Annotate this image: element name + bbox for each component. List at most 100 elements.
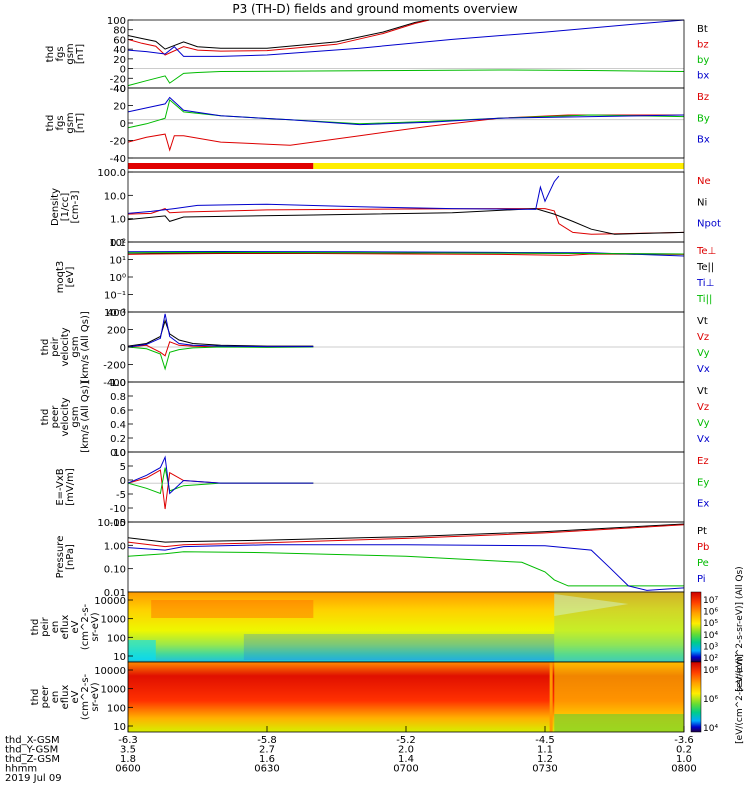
legend-label: Vt [697,386,708,397]
panel-peer-velocity [127,381,685,453]
series-line-bz [127,19,430,56]
x-tick-label: 0.2 [676,745,692,756]
y-tick-label: 40 [113,45,126,56]
y-tick-label: 10⁻² [104,308,126,319]
y-tick-label: 10⁰ [109,273,126,284]
legend-label: Bt [697,24,708,35]
series-line-Ez [127,469,314,510]
panel-fgs-gsm [127,19,685,89]
y-tick-label: 0 [120,476,126,487]
y-axis-label: thd [30,619,41,636]
legend-label: Pb [697,542,709,553]
legend-label: Vt [697,316,708,327]
panel-frame [127,19,685,89]
y-tick-label: 100 [107,633,126,644]
ion-flux-band [151,600,314,618]
legend-label: Vx [697,364,710,375]
y-tick-label: 20 [113,102,126,113]
legend-label: Vz [697,332,709,343]
x-tick-label: 1.1 [537,745,553,756]
y-axis-label: thd [40,409,51,426]
y-axis-label: [cm-3] [70,190,81,223]
legend-label: Npot [697,219,721,230]
y-axis-label: sr-eV) [90,682,101,711]
x-row-name: thd_X-GSM [5,735,60,746]
y-axis-label: eV [70,690,81,703]
x-row-name: hhmm [5,764,37,775]
panel-density [127,171,685,243]
x-tick-label: 0700 [393,764,418,775]
y-axis-label: thd [45,46,56,63]
legend-label: Bz [697,92,709,103]
panel-frame [127,87,685,159]
series-line-Bz [127,114,684,152]
y-tick-label: 10.00 [97,518,126,529]
mode-segment [313,163,684,169]
y-axis-label: gsm [65,112,76,133]
y-tick-label: 200 [107,326,126,337]
y-tick-label: -20 [110,74,126,85]
y-axis-label: Density [50,188,61,226]
series-line-Npot [127,175,560,214]
y-tick-label: 10 [113,652,126,663]
y-axis-label: [1/cc] [60,193,71,222]
y-tick-label: 1.0 [110,378,126,389]
y-axis-label: eV [70,620,81,633]
y-tick-label: -5 [116,490,126,501]
series-line-Bt [127,19,430,50]
legend-label: Pt [697,526,707,537]
series-line-Bx [127,96,685,126]
y-tick-label: 0.1 [110,238,126,249]
y-tick-label: 10⁻¹ [104,291,126,302]
panel-pressure [127,521,685,593]
y-axis-label: fgs [55,115,66,130]
y-tick-label: 0.10 [104,565,126,576]
y-tick-label: 1.0 [110,215,126,226]
colorbar-tick: 10⁵ [703,619,718,629]
x-tick-label: 0730 [532,764,557,775]
legend-label: Te|| [696,262,714,273]
x-tick-label: 1.2 [537,754,553,765]
x-tick-label: -3.6 [674,735,694,746]
y-tick-label: 0.01 [104,588,126,599]
y-tick-label: -400 [103,378,126,389]
y-axis-label: sr-eV) [90,612,101,641]
series-line-Ex [127,455,314,495]
y-axis-label: [nT] [75,44,86,64]
y-axis-label: moqt3 [55,261,66,294]
x-tick-label: 1.4 [398,754,414,765]
series-line-Pt [127,523,685,543]
series-line-Ne [127,208,685,235]
y-tick-label: -10 [110,504,126,515]
y-tick-label: -15 [110,518,126,529]
series-line-Vx [127,313,314,348]
y-axis-label: gsm [70,336,81,357]
colorbar-tick: 10⁴ [703,631,718,641]
x-tick-label: 2.0 [398,745,414,756]
legend-label: Vz [697,402,709,413]
y-axis-label: thd [45,115,56,132]
legend-label: Vx [697,434,710,445]
y-tick-label: 60 [113,35,126,46]
low-energy-noise [243,634,555,660]
y-axis-label: peir [40,616,51,636]
y-axis-label: fgs [55,46,66,61]
legend-label: Bx [697,135,710,146]
y-tick-label: -20 [110,137,126,148]
series-line-Ti|| [127,251,685,255]
panel-temperature [127,241,685,313]
legend-label: Ti⊥ [696,278,714,289]
y-axis-label: peer [50,405,61,429]
y-axis-label: [nT] [75,113,86,133]
series-line-Ey [127,467,314,495]
series-line-Vt [127,319,314,347]
y-axis-label: eflux [60,615,71,640]
y-tick-label: 0 [120,119,126,130]
y-tick-label: 40 [113,84,126,95]
y-tick-label: 80 [113,26,126,37]
legend-label: by [697,55,709,66]
legend-label: Pe [697,558,709,569]
y-tick-label: 0.2 [110,434,126,445]
colorbar-tick: 10⁶ [703,695,718,705]
